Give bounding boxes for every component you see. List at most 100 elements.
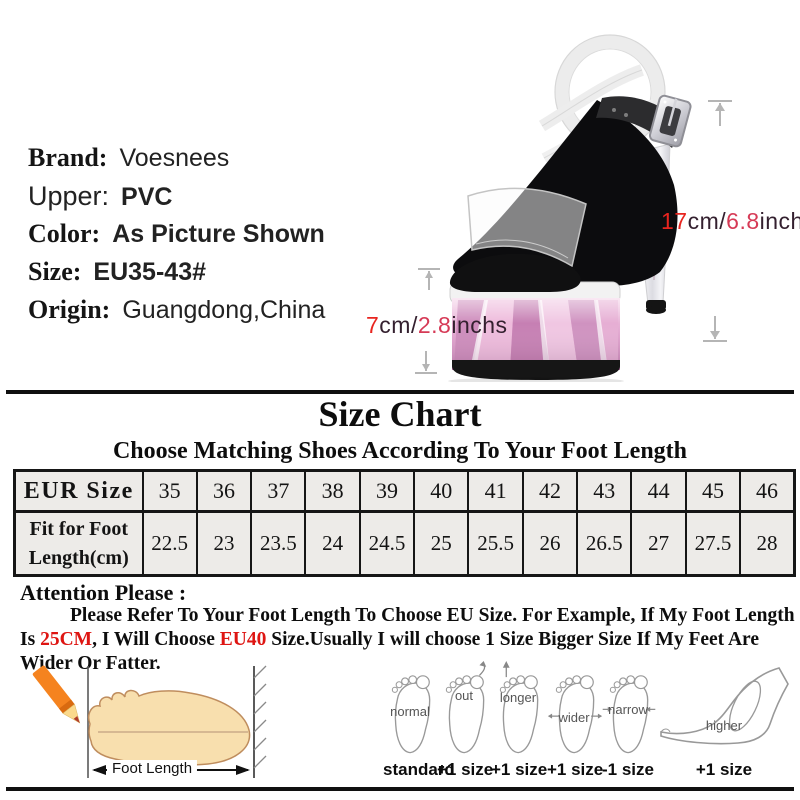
foot-top-icon <box>445 660 487 754</box>
foot-fig-out: out +1 size <box>437 660 494 786</box>
spec-label-origin: Origin: <box>28 295 111 324</box>
eur-size-cell: 45 <box>684 469 742 513</box>
size-advice-label: +1 size <box>491 760 548 779</box>
eur-size-header: EUR Size <box>13 469 144 513</box>
spec-label-brand: Brand: <box>28 143 108 172</box>
foot-measure-illustration <box>32 665 267 778</box>
attention-foot-length-value: 25CM <box>40 629 93 650</box>
eur-size-cell: 37 <box>250 469 307 513</box>
foot-length-cell: 26 <box>521 510 579 577</box>
foot-outline-icon <box>88 689 251 766</box>
size-advice-label: standard <box>383 760 455 779</box>
measure-tick-platform-top <box>418 268 440 290</box>
foot-length-row: Fit for Foot Length(cm) 22.5 23 23.5 24 … <box>13 510 796 577</box>
clear-vamp-strap <box>467 187 587 268</box>
measure-tick-heel-top <box>708 100 732 126</box>
pencil-icon <box>32 665 81 724</box>
spec-label-size: Size: <box>28 257 82 286</box>
eur-size-cell: 43 <box>576 469 633 513</box>
foot-length-cell: 26.5 <box>576 510 633 577</box>
size-advice-label: +1 size <box>695 760 753 779</box>
platform-height-inch-value: 2.8 <box>417 312 452 338</box>
foot-length-cell: 24.5 <box>358 510 416 577</box>
foot-type-label: out <box>454 688 474 703</box>
size-advice-label: +1 size <box>547 760 604 779</box>
divider-bottom <box>6 787 794 791</box>
attention-heading: Attention Please : <box>20 580 187 605</box>
eur-size-cell: 44 <box>630 469 687 513</box>
platform <box>448 281 624 382</box>
spec-value-color: As Picture Shown <box>112 220 325 248</box>
spec-label-upper: Upper: <box>28 181 110 211</box>
size-chart-title: Size Chart <box>318 394 482 434</box>
spec-row-brand: Brand: Voesnees <box>28 143 229 173</box>
size-chart-table: EUR Size 35 36 37 38 39 40 41 42 43 44 4… <box>13 469 796 577</box>
eur-size-cell: 36 <box>195 469 253 513</box>
eur-size-cell: 46 <box>739 469 796 513</box>
eur-size-cell: 38 <box>304 469 361 513</box>
foot-length-cell: 25 <box>413 510 470 577</box>
spec-value-brand: Voesnees <box>119 144 230 172</box>
measure-tick-heel-bottom <box>703 316 727 342</box>
foot-length-cell: 27.5 <box>684 510 742 577</box>
foot-type-label: wider <box>558 710 590 725</box>
foot-fig-higher: higher +1 size <box>655 660 793 786</box>
platform-height-cm-value: 7 <box>366 312 380 338</box>
narrow-arrows-icon <box>602 706 656 712</box>
eur-size-cell: 40 <box>413 469 470 513</box>
spec-row-origin: Origin: Guangdong,China <box>28 295 325 325</box>
foot-measure-diagram: Foot Length <box>18 658 286 786</box>
foot-length-cell: 23 <box>195 510 253 577</box>
attention-paragraph: Please Refer To Your Foot Length To Choo… <box>20 605 795 674</box>
heel-height-label: 17cm/6.8inchs <box>661 208 800 234</box>
heel-height-cm-value: 17 <box>661 208 688 234</box>
foot-length-cell: 22.5 <box>141 510 198 577</box>
shoe-image <box>448 34 692 382</box>
foot-length-cell: 24 <box>304 510 361 577</box>
spec-value-size: EU35-43# <box>93 258 206 286</box>
foot-fig-wider: wider +1 size <box>547 660 604 786</box>
foot-top-icon <box>547 675 603 754</box>
spec-label-color: Color: <box>28 219 101 248</box>
spec-value-upper: PVC <box>121 183 173 211</box>
foot-side-icon <box>660 667 789 745</box>
foot-top-icon <box>499 660 539 754</box>
foot-length-cell: 23.5 <box>250 510 307 577</box>
buckle <box>596 94 692 148</box>
foot-fig-longer: longer +1 size <box>491 660 548 786</box>
measure-tick-platform-bottom <box>415 351 437 374</box>
eur-size-cell: 35 <box>141 469 198 513</box>
spec-value-origin: Guangdong,China <box>122 296 326 324</box>
size-advice-label: +1 size <box>437 760 494 779</box>
foot-type-label: normal <box>390 704 430 719</box>
foot-top-icon <box>602 675 656 754</box>
heel-height-inch-value: 6.8 <box>726 208 760 234</box>
foot-type-label: longer <box>499 690 537 705</box>
instep-ring-icon <box>728 680 762 732</box>
foot-type-label: narrow <box>608 702 648 717</box>
divider-top <box>6 390 794 394</box>
foot-type-label: higher <box>705 718 743 733</box>
foot-length-label: Foot Length <box>106 760 198 777</box>
wider-arrows-icon <box>547 713 603 719</box>
eur-size-cell: 42 <box>521 469 579 513</box>
foot-fig-narrow: narrow -1 size <box>601 660 656 786</box>
eur-size-cell: 39 <box>358 469 416 513</box>
platform-base <box>452 360 620 380</box>
foot-length-cell: 25.5 <box>467 510 524 577</box>
foot-length-cell: 27 <box>630 510 687 577</box>
spec-row-color: Color: As Picture Shown <box>28 219 325 249</box>
toe-bed <box>449 253 581 292</box>
size-advice-label: -1 size <box>602 760 654 779</box>
foot-length-header: Fit for Foot Length(cm) <box>13 510 144 577</box>
attention-eu-size-value: EU40 <box>219 629 267 650</box>
eur-size-row: EUR Size 35 36 37 38 39 40 41 42 43 44 4… <box>13 469 796 513</box>
foot-length-cell: 28 <box>739 510 796 577</box>
spec-row-upper: Upper: PVC <box>28 181 172 212</box>
foot-fig-normal: normal standard <box>383 660 455 786</box>
spec-row-size: Size: EU35-43# <box>28 257 206 287</box>
platform-height-label: 7cm/2.8inchs <box>366 312 508 338</box>
size-chart-subtitle: Choose Matching Shoes According To Your … <box>112 438 688 464</box>
eur-size-cell: 41 <box>467 469 524 513</box>
